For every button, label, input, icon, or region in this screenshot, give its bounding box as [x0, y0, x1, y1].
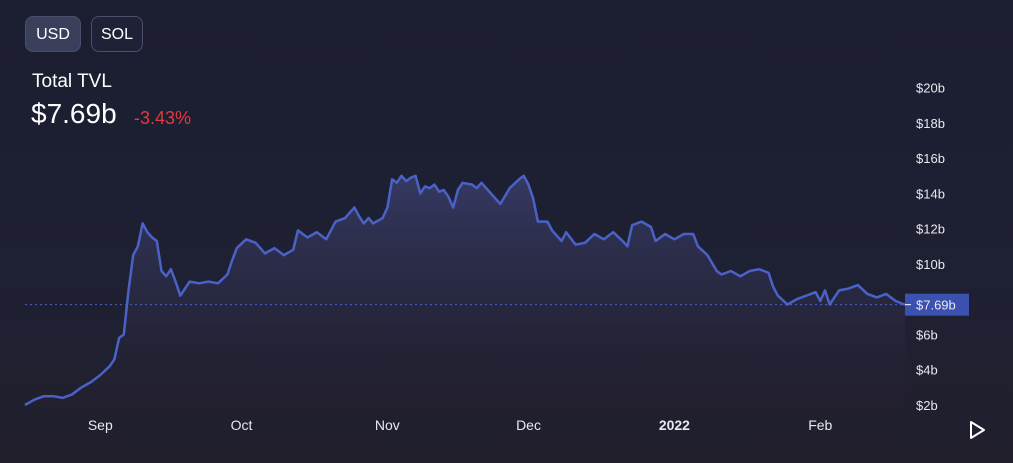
x-tick-label: Oct	[231, 417, 253, 433]
y-tick-label: $14b	[916, 186, 945, 201]
play-icon[interactable]	[966, 419, 988, 441]
tvl-series-line	[24, 174, 906, 407]
tvl-change-percent: -3.43%	[134, 108, 192, 128]
y-tick-label: $4b	[916, 363, 938, 378]
tvl-value: $7.69b	[31, 98, 117, 129]
x-tick-label: Feb	[808, 417, 832, 433]
x-tick-label: Sep	[88, 417, 113, 433]
y-tick-label: $2b	[916, 398, 938, 413]
tvl-title: Total TVL	[32, 71, 112, 92]
current-value-label: $7.69b	[916, 298, 956, 313]
y-tick-label: $12b	[916, 222, 945, 237]
sol-toggle-button[interactable]: SOL	[91, 16, 143, 52]
y-tick-label: $18b	[916, 116, 945, 131]
x-tick-label: 2022	[659, 417, 690, 433]
tvl-area-fill	[25, 175, 905, 405]
y-tick-label: $20b	[916, 81, 945, 96]
y-tick-label: $16b	[916, 151, 945, 166]
x-tick-label: Nov	[375, 417, 400, 433]
usd-toggle-button[interactable]: USD	[25, 16, 81, 52]
y-tick-label: $10b	[916, 257, 945, 272]
y-tick-label: $6b	[916, 327, 938, 342]
current-value-badge: $7.69b	[905, 293, 969, 316]
x-tick-label: Dec	[516, 417, 541, 433]
